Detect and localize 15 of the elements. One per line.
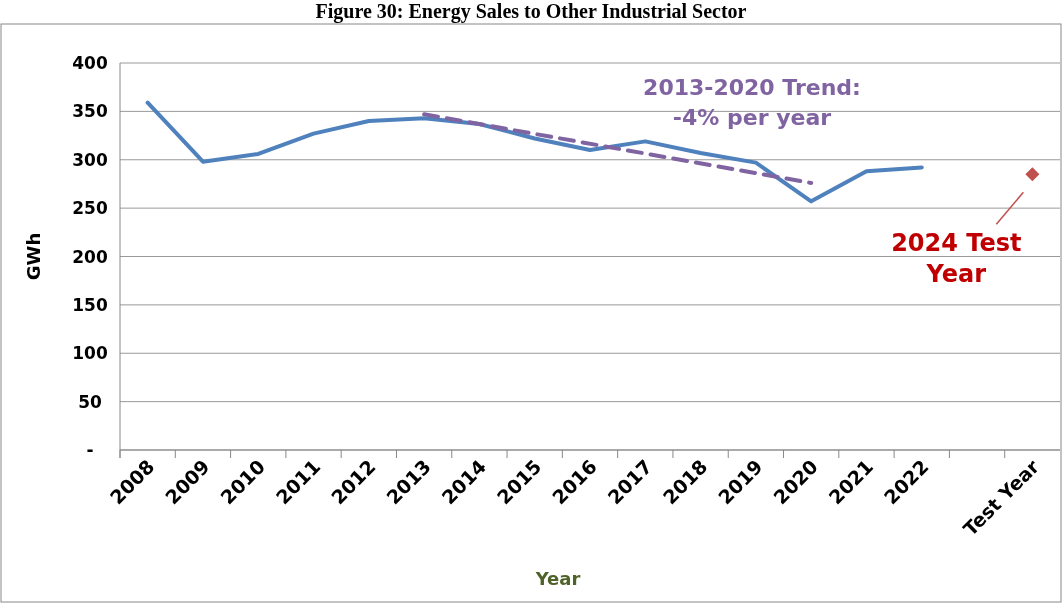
chart-title: Figure 30: Energy Sales to Other Industrial Sector	[315, 0, 747, 23]
annotation: 2024 Test Year	[891, 229, 1022, 289]
y-tick-label: 200	[72, 246, 108, 267]
y-tick-label: 350	[72, 101, 108, 122]
y-tick-label: 400	[72, 53, 108, 73]
annotation: 2013-2020 Trend: -4% per year	[643, 75, 861, 130]
y-tick-label: 250	[72, 198, 108, 219]
y-tick-label: 300	[72, 149, 108, 170]
y-tick-label: 150	[72, 294, 108, 315]
y-axis-title: GWh	[23, 232, 44, 281]
y-tick-label: 100	[72, 343, 108, 364]
line-series	[145, 100, 924, 204]
y-tick-label: -	[86, 440, 94, 460]
x-axis-title: Year	[534, 568, 581, 589]
y-tick-label: 50	[78, 391, 102, 412]
